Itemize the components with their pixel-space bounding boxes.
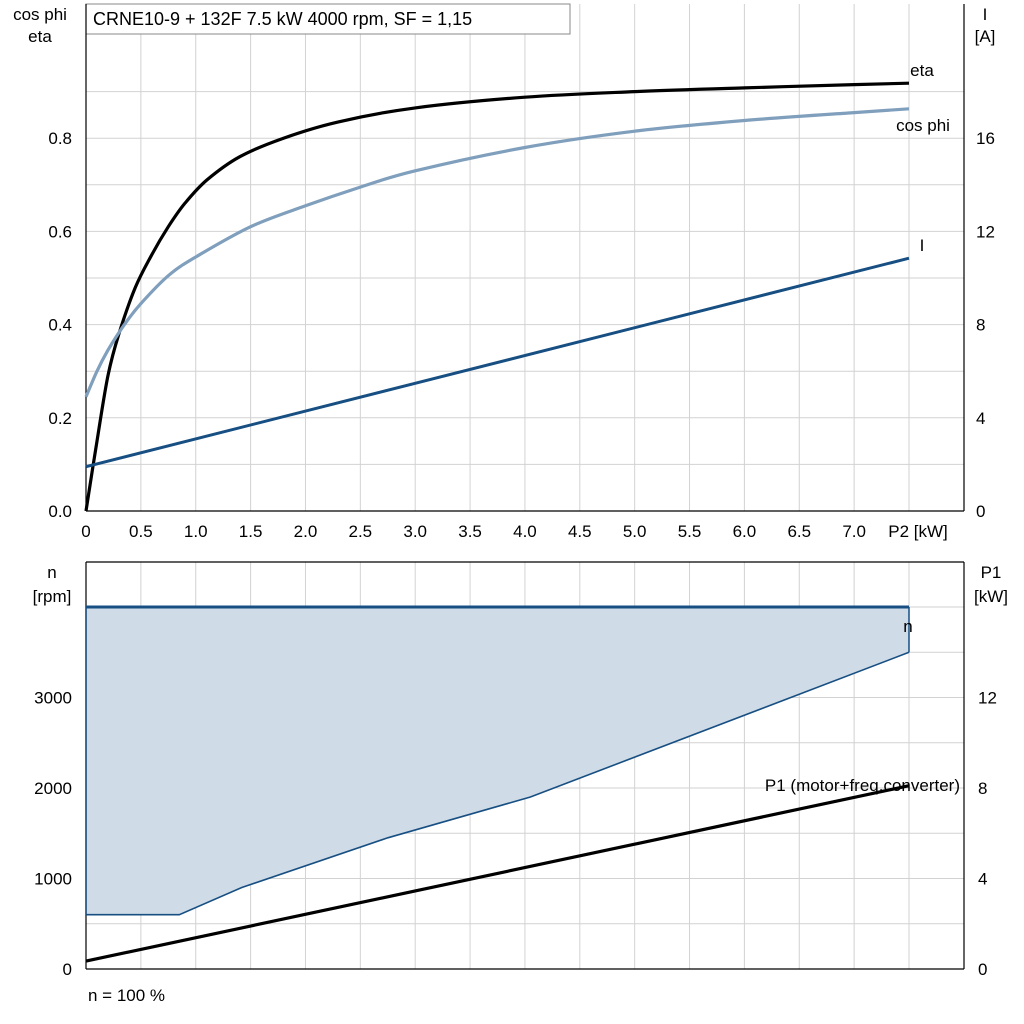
bottom-right-tick-label: 0 (978, 960, 987, 979)
bottom-right-axis-label-line2: [kW] (974, 587, 1008, 606)
bottom-left-tick-label: 3000 (34, 689, 72, 708)
top-x-tick-label: 0 (81, 522, 90, 541)
series-label-i: I (920, 236, 925, 255)
top-left-tick-label: 0.6 (48, 222, 72, 241)
series-label-n: n (903, 617, 912, 636)
top-right-tick-label: 12 (976, 222, 995, 241)
top-x-tick-label: 6.5 (787, 522, 811, 541)
top-right-axis-label-line2: [A] (975, 27, 996, 46)
bottom-right-axis-label-line1: P1 (981, 563, 1002, 582)
top-x-tick-label: 5.5 (678, 522, 702, 541)
series-line-p1 (85, 784, 910, 963)
series-line-i (85, 256, 910, 469)
series-label-p1: P1 (motor+freq.converter) (765, 776, 960, 795)
top-x-tick-label: 1.5 (239, 522, 263, 541)
top-left-axis-label-line2: eta (28, 27, 52, 46)
top-right-axis-label-line1: I (983, 5, 988, 24)
bottom-left-axis-label-line1: n (47, 563, 56, 582)
top-left-tick-label: 0.8 (48, 129, 72, 148)
series-line-min-speed (86, 651, 910, 916)
series-label-eta: eta (910, 61, 934, 80)
top-x-tick-label: 2.0 (294, 522, 318, 541)
series-line-cos-phi (84, 107, 910, 398)
top-x-tick-label: 3.0 (403, 522, 427, 541)
top-chart-title-box (85, 3, 571, 35)
top-x-tick-label: 2.5 (349, 522, 373, 541)
top-x-tick-label: 4.0 (513, 522, 537, 541)
top-x-tick-label: 5.0 (623, 522, 647, 541)
speed-range-area (86, 607, 909, 915)
top-left-tick-label: 0.4 (48, 316, 72, 335)
bottom-footnote: n = 100 % (88, 986, 165, 1005)
top-right-tick-label: 0 (976, 502, 985, 521)
series-line-eta (84, 81, 910, 512)
bottom-right-tick-label: 4 (978, 870, 987, 889)
top-chart-grid (85, 4, 964, 511)
bottom-right-tick-label: 12 (978, 689, 997, 708)
top-x-tick-label: 3.5 (458, 522, 482, 541)
series-label-cos-phi: cos phi (896, 116, 950, 135)
top-left-tick-label: 0.0 (48, 502, 72, 521)
bottom-left-axis-label-line2: [rpm] (33, 587, 72, 606)
top-x-tick-label: 1.0 (184, 522, 208, 541)
top-left-axis-label-line1: cos phi (13, 5, 67, 24)
top-x-tick-label: 7.0 (842, 522, 866, 541)
top-x-tick-label: 0.5 (129, 522, 153, 541)
top-left-tick-label: 0.2 (48, 409, 72, 428)
top-right-tick-label: 16 (976, 129, 995, 148)
top-x-tick-label: 4.5 (568, 522, 592, 541)
top-right-tick-label: 8 (976, 316, 985, 335)
top-chart-title: CRNE10-9 + 132F 7.5 kW 4000 rpm, SF = 1,… (93, 9, 472, 29)
top-right-tick-label: 4 (976, 409, 985, 428)
bottom-right-tick-label: 8 (978, 779, 987, 798)
top-x-tick-label: 6.0 (733, 522, 757, 541)
bottom-left-tick-label: 2000 (34, 779, 72, 798)
bottom-left-tick-label: 0 (63, 960, 72, 979)
bottom-left-tick-label: 1000 (34, 870, 72, 889)
top-x-axis-label: P2 [kW] (888, 522, 948, 541)
